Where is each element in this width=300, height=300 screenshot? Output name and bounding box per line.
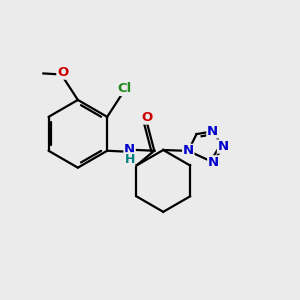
Text: N: N [218,140,229,153]
Text: Cl: Cl [117,82,132,95]
Text: N: N [124,143,135,156]
Text: O: O [141,111,152,124]
Text: N: N [183,144,194,158]
Text: O: O [57,66,68,79]
Text: N: N [207,125,218,138]
Text: N: N [208,156,219,169]
Text: H: H [124,153,135,166]
